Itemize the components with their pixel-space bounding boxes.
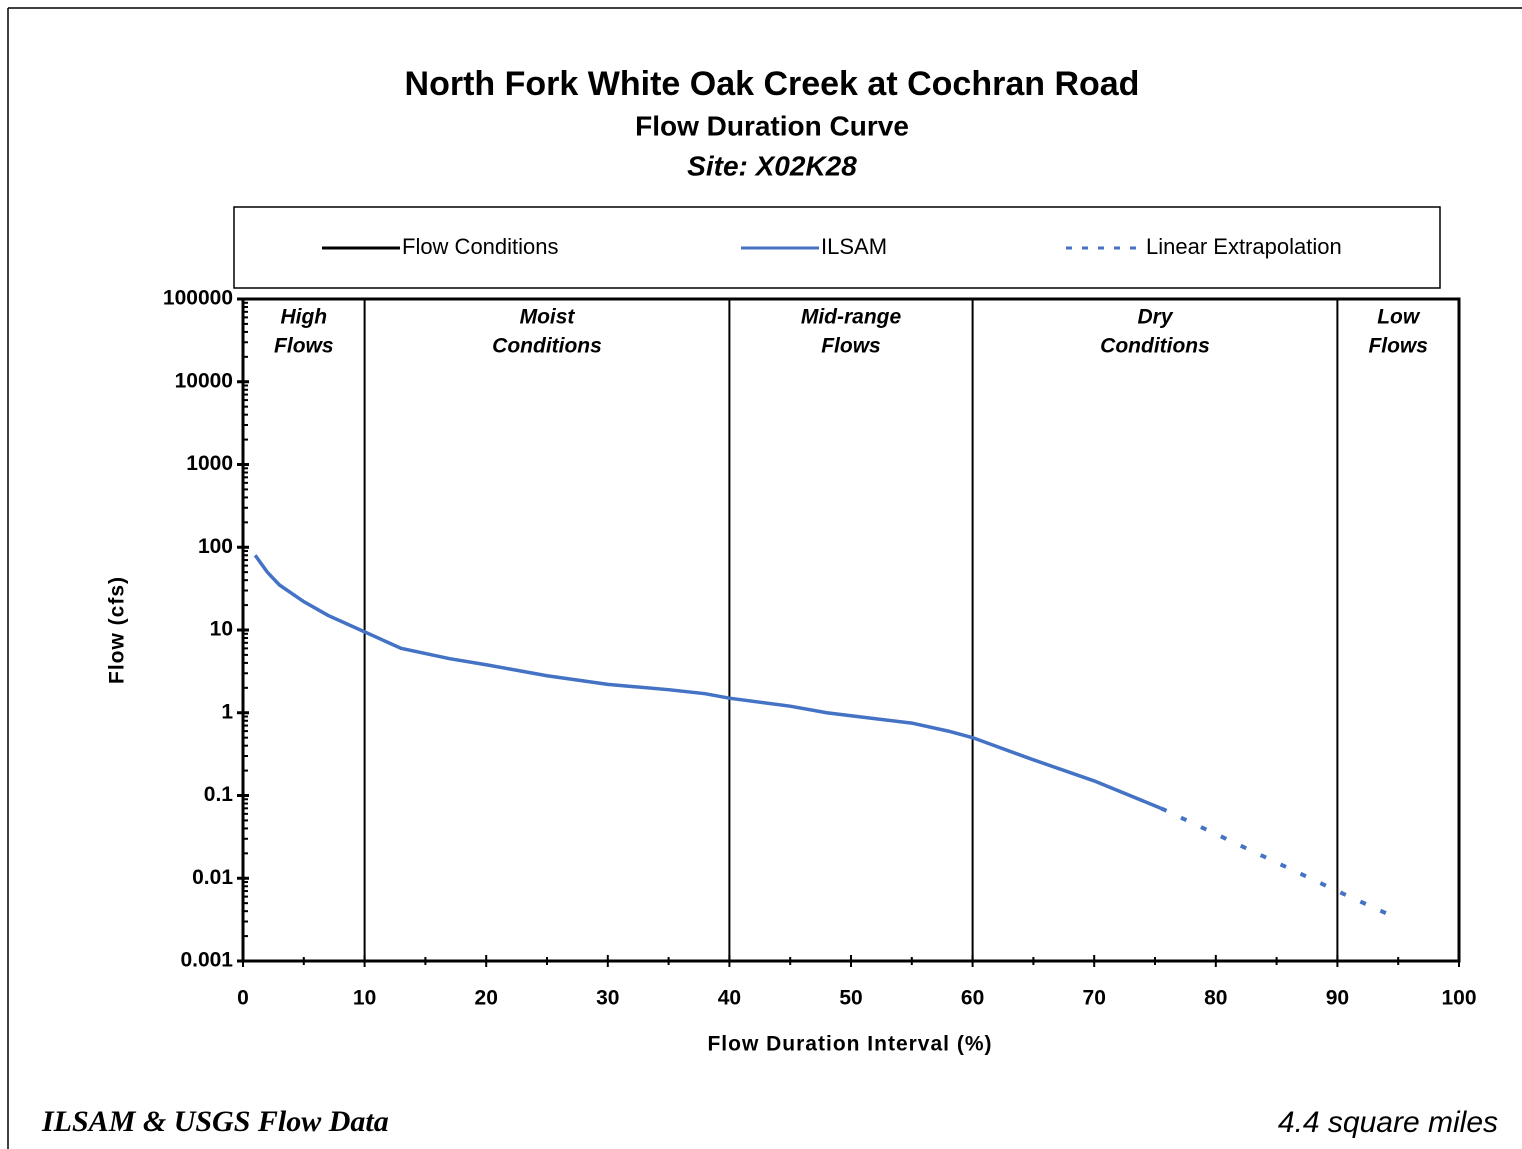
legend-label: ILSAM [821, 234, 887, 259]
data-line [253, 554, 1162, 810]
x-tick-label: 100 [1441, 987, 1476, 1010]
y-tick-label: 10 [210, 618, 233, 641]
data-line [1160, 806, 1393, 918]
chart-title: North Fork White Oak Creek at Cochran Ro… [405, 65, 1140, 103]
legend-label: Flow Conditions [402, 234, 559, 259]
y-tick-label: 10000 [175, 369, 233, 392]
x-tick-label: 40 [718, 987, 741, 1010]
zone-label: Dry [1137, 306, 1173, 329]
y-tick-label: 100 [198, 535, 233, 558]
x-tick-label: 50 [839, 987, 862, 1010]
plot-frame [241, 297, 1461, 963]
y-tick-label: 0.1 [204, 783, 234, 806]
y-tick-label: 0.01 [192, 866, 233, 889]
zone-label: Flows [1368, 335, 1428, 358]
chart-subtitle: Flow Duration Curve [635, 110, 909, 141]
x-tick-label: 60 [961, 987, 984, 1010]
zone-label: Mid-range [801, 306, 902, 329]
zone-label: Flows [821, 335, 881, 358]
y-tick-label: 100000 [163, 287, 233, 310]
y-tick-label: 1000 [186, 452, 233, 475]
zone-label: Conditions [1100, 335, 1210, 358]
site-label: Site: X02K28 [687, 150, 857, 181]
legend-label: Linear Extrapolation [1146, 234, 1342, 259]
x-tick-label: 70 [1083, 987, 1106, 1010]
zone-label: High [280, 306, 327, 329]
zone-label: Moist [520, 306, 576, 329]
x-tick-label: 20 [475, 987, 498, 1010]
y-tick-label: 0.001 [180, 949, 233, 972]
x-tick-label: 90 [1326, 987, 1349, 1010]
y-tick-label: 1 [221, 700, 233, 723]
x-axis-label: Flow Duration Interval (%) [707, 1033, 992, 1056]
source-note: ILSAM & USGS Flow Data [41, 1105, 389, 1138]
x-tick-label: 30 [596, 987, 619, 1010]
x-tick-label: 0 [237, 987, 249, 1010]
y-axis-label: Flow (cfs) [106, 576, 129, 684]
area-note: 4.4 square miles [1278, 1106, 1498, 1139]
zone-label: Flows [274, 335, 334, 358]
x-tick-label: 10 [353, 987, 376, 1010]
zone-label: Conditions [492, 335, 602, 358]
legend-box [233, 206, 1441, 289]
zone-label: Low [1377, 306, 1421, 329]
x-tick-label: 80 [1204, 987, 1227, 1010]
